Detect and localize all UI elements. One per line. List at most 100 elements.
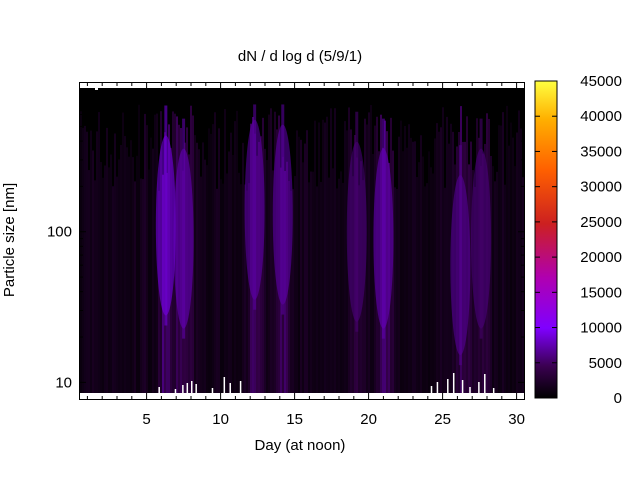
heat-column: [88, 170, 90, 393]
heat-column: [266, 160, 268, 393]
heat-column: [136, 155, 138, 393]
colorbar-tick-label: 15000: [580, 284, 622, 301]
x-tick-label: 5: [142, 411, 150, 428]
heat-column: [232, 154, 234, 393]
heat-column: [264, 148, 266, 393]
heat-column: [90, 130, 92, 393]
data-gap: [223, 377, 226, 393]
heat-column: [504, 184, 506, 393]
heat-column: [320, 181, 322, 393]
colorbar-gradient: [534, 80, 558, 399]
heat-column: [510, 122, 512, 393]
colorbar-ticks: 0 5000 10000 15000 20000 25000 30000 35000 40000…: [535, 73, 622, 407]
top-dark-band: [80, 88, 524, 105]
heat-column: [426, 183, 428, 393]
data-gap: [195, 384, 197, 393]
heat-column: [224, 109, 226, 393]
heat-column: [500, 125, 502, 393]
colorbar-tick-label: 10000: [580, 320, 622, 337]
heat-column: [342, 182, 344, 393]
colorbar-tick-label: 25000: [580, 214, 622, 231]
y-tick-label: 10: [55, 374, 72, 391]
colorbar-tick-label: 20000: [580, 249, 622, 266]
heat-column: [334, 108, 336, 393]
heat-column: [338, 178, 340, 393]
heat-column: [128, 156, 130, 393]
heat-column: [496, 171, 498, 393]
heat-column: [436, 123, 438, 393]
heat-column: [328, 177, 330, 393]
heat-column: [104, 165, 106, 393]
heat-column: [424, 186, 426, 393]
heat-column: [92, 150, 94, 393]
heat-streak: [479, 118, 483, 339]
heat-column: [506, 105, 508, 393]
heat-column: [242, 142, 244, 393]
heat-column: [108, 167, 110, 393]
heat-column: [302, 162, 304, 393]
data-gap: [484, 374, 486, 393]
heat-column: [310, 171, 312, 393]
heat-column: [394, 187, 396, 393]
heat-column: [370, 105, 372, 393]
heat-column: [158, 190, 160, 393]
heat-column: [402, 151, 404, 393]
data-gap: [452, 373, 455, 393]
heat-column: [230, 132, 232, 393]
heat-column: [86, 131, 88, 393]
x-axis-label: Day (at noon): [255, 437, 346, 454]
heat-column: [98, 112, 100, 393]
x-tick-label: 20: [360, 411, 377, 428]
heat-column: [268, 114, 270, 393]
heat-column: [306, 130, 308, 393]
data-gap: [469, 387, 471, 393]
heat-column: [448, 143, 450, 393]
heat-column: [438, 131, 440, 393]
heat-column: [200, 176, 202, 393]
colorbar-tick-label: 0: [614, 390, 622, 407]
heat-column: [222, 183, 224, 393]
x-tick-label: 15: [286, 411, 303, 428]
x-tick-label: 25: [434, 411, 451, 428]
plot-area: 5 10 15 20 25 30 10 100: [47, 82, 525, 428]
heat-column: [142, 179, 144, 393]
heatmap-layer: [80, 88, 524, 393]
heat-column: [514, 166, 516, 393]
heat-column: [298, 136, 300, 393]
heat-column: [84, 125, 86, 393]
heat-column: [316, 186, 318, 393]
data-gap: [158, 387, 160, 393]
chart-title: dN / d log d (5/9/1): [238, 48, 362, 65]
data-gap: [174, 389, 177, 393]
heat-column: [314, 120, 316, 393]
heat-column: [196, 142, 198, 393]
heat-column: [432, 173, 434, 393]
data-gap: [182, 385, 184, 393]
heat-column: [502, 112, 504, 393]
plot-frame: [79, 82, 525, 400]
heat-column: [318, 122, 320, 393]
heat-column: [520, 128, 522, 393]
heat-column: [516, 132, 518, 393]
heat-column: [118, 159, 120, 393]
heat-column: [240, 184, 242, 393]
heat-column: [120, 144, 122, 393]
heat-column: [96, 131, 98, 393]
heat-column: [290, 190, 292, 393]
x-tick-label: 30: [508, 411, 525, 428]
heat-column: [312, 171, 314, 393]
heat-column: [234, 121, 236, 393]
heat-column: [522, 177, 524, 393]
heat-column: [198, 149, 200, 393]
heat-column: [296, 130, 298, 393]
x-axis-ticks: 5 10 15 20 25 30: [86, 83, 525, 428]
heat-column: [518, 110, 520, 393]
heat-column: [372, 153, 374, 393]
data-gap: [95, 87, 98, 90]
heat-streak: [164, 105, 168, 326]
heat-column: [214, 112, 216, 393]
heat-column: [340, 171, 342, 393]
heat-column: [498, 125, 500, 393]
colorbar-tick-label: 35000: [580, 143, 622, 160]
